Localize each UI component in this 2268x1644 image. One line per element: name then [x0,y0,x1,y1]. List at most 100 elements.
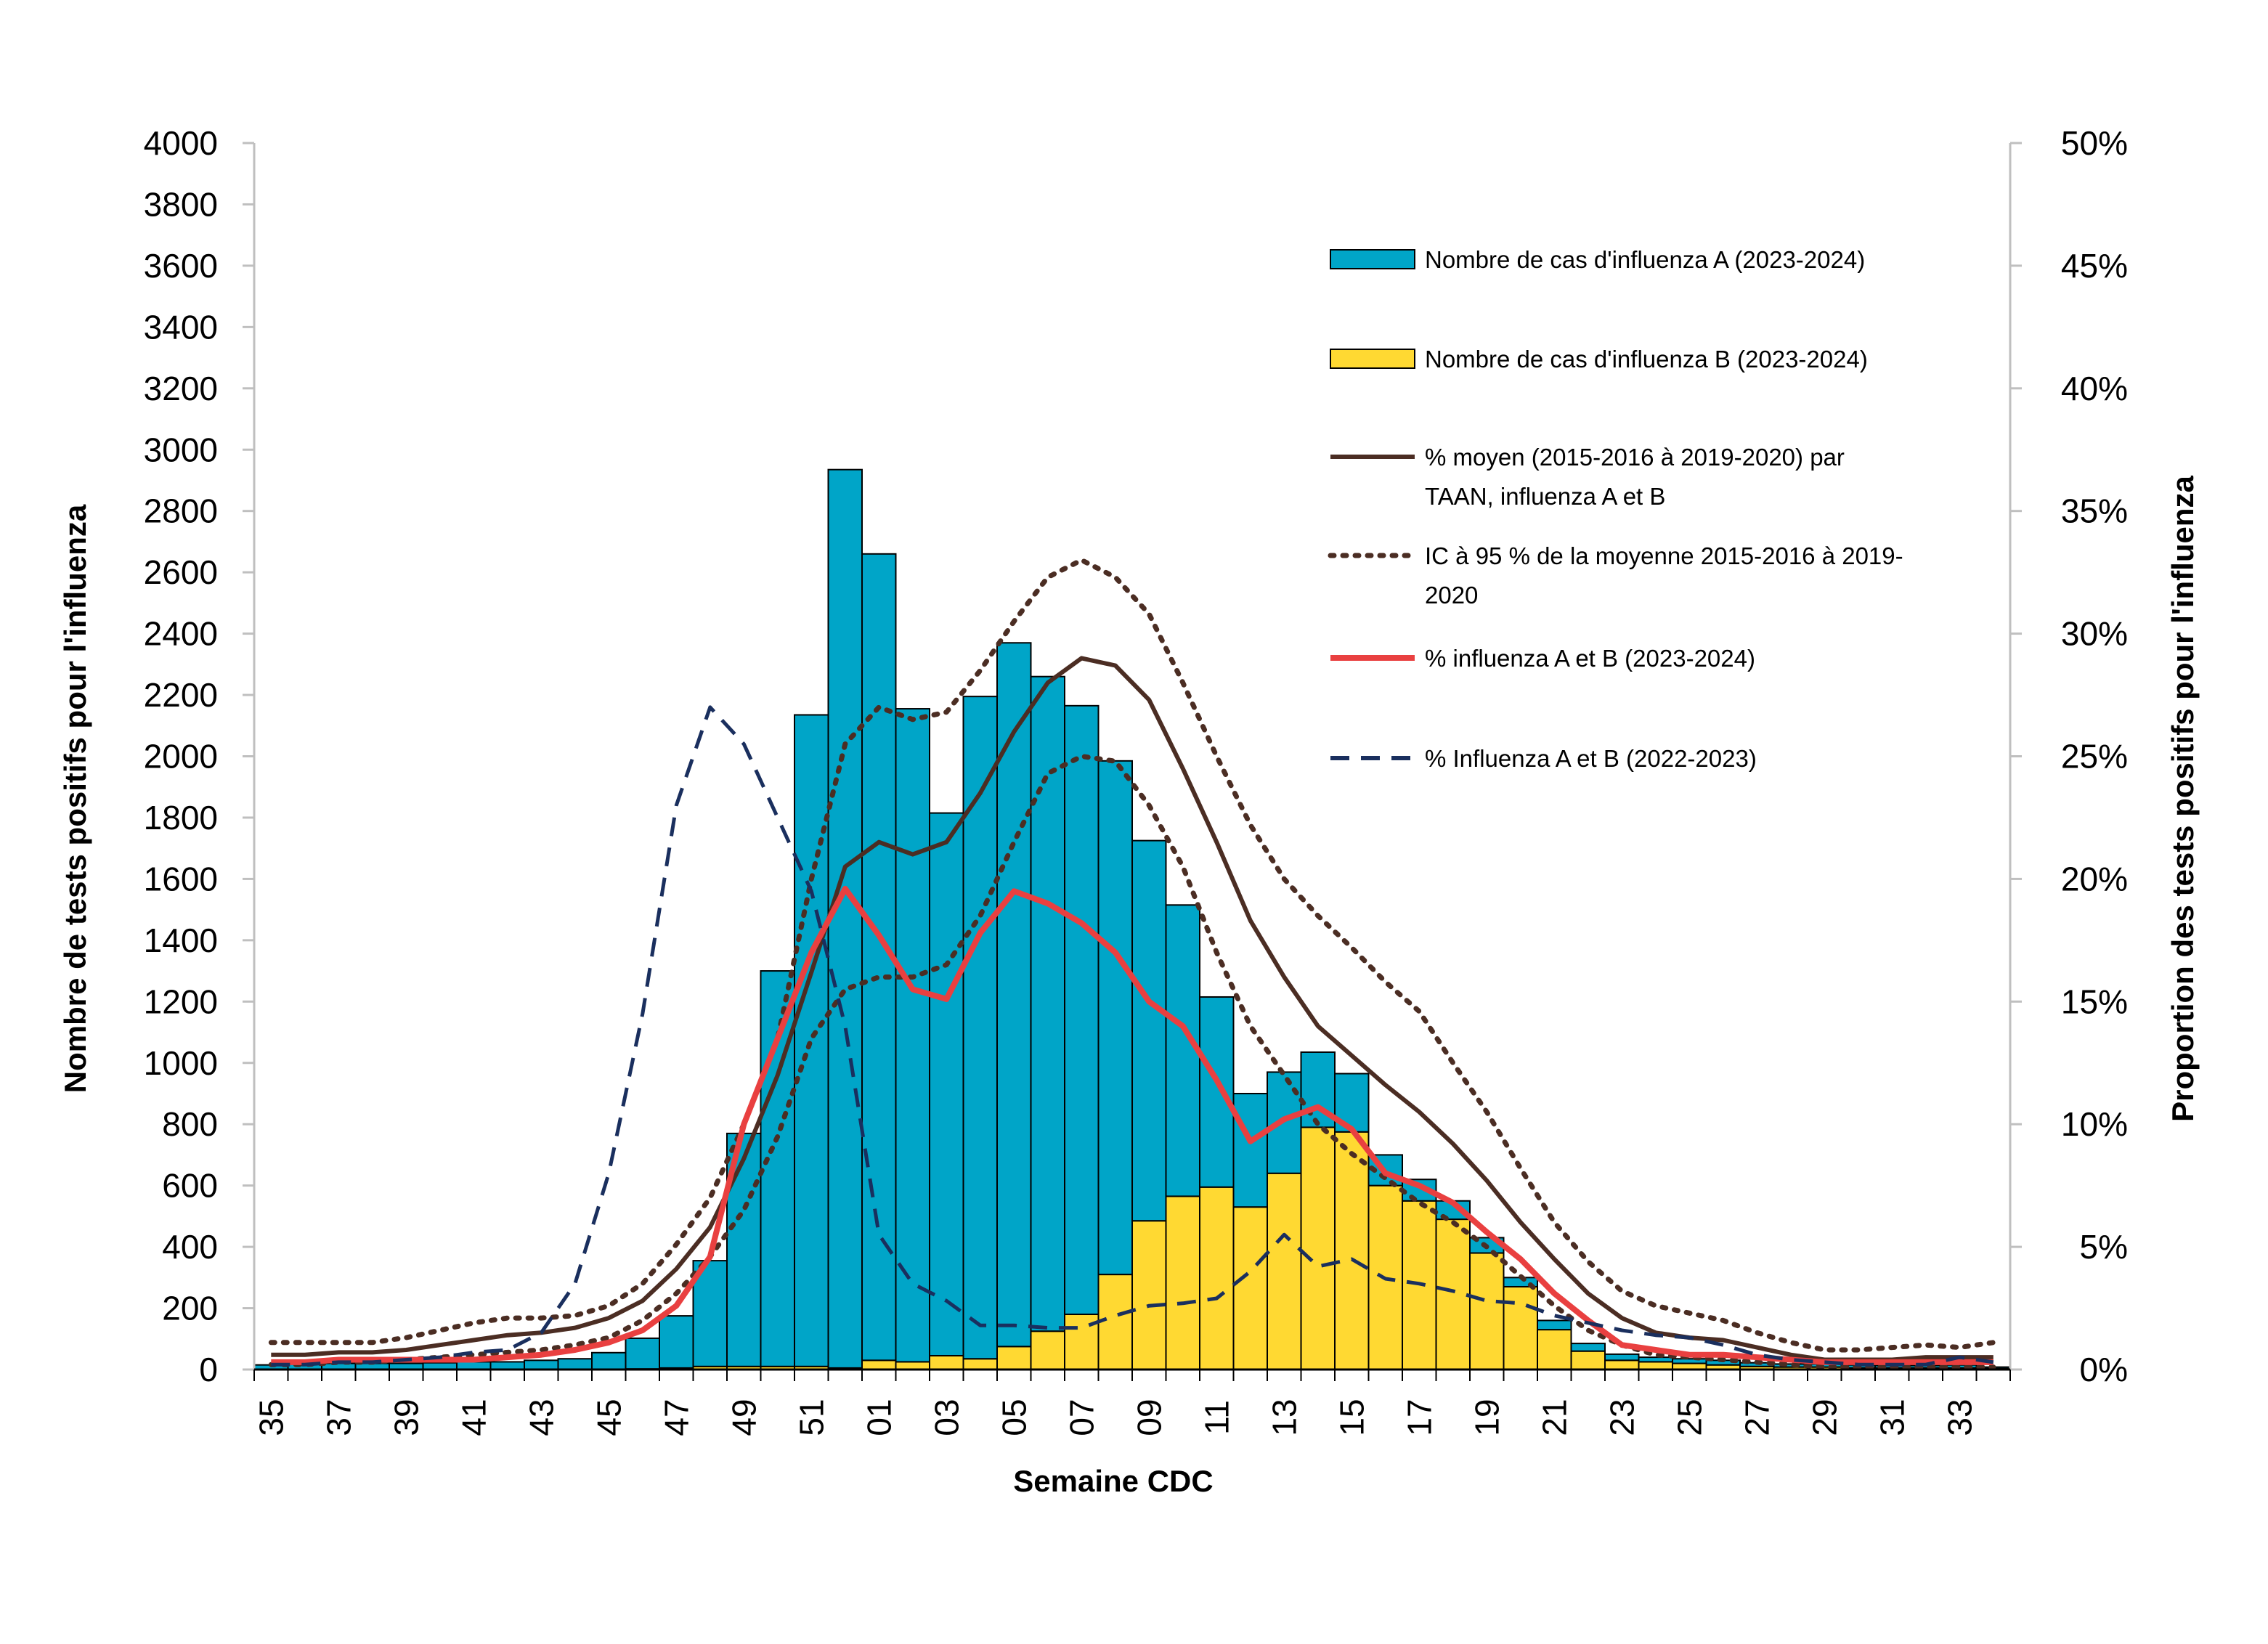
y2-tick-label: 0% [2080,1351,2128,1388]
bar-influenza-b-week-21 [1537,1329,1572,1371]
bar-influenza-b-week-08 [1097,1274,1133,1371]
y-tick-label: 1400 [144,921,218,959]
y2-tick-label: 50% [2061,124,2128,162]
bar-influenza-a-week-12 [1232,1092,1268,1208]
bar-influenza-a-week-50 [760,970,795,1367]
y2-tick-label: 35% [2061,492,2128,530]
x-tick-label: 07 [1062,1399,1100,1436]
bar-influenza-a-week-41 [456,1361,492,1370]
bar-influenza-a-week-06 [1030,675,1065,1332]
y2-tick-label: 15% [2061,982,2128,1020]
bar-influenza-b-week-24 [1638,1361,1673,1370]
x-tick-label: 31 [1873,1399,1911,1436]
bar-influenza-a-week-48 [692,1260,728,1367]
bar-influenza-a-week-22 [1570,1343,1606,1352]
bar-influenza-b-week-01 [861,1359,897,1371]
x-tick-label: 43 [522,1399,560,1436]
y-tick-label: 4000 [144,124,218,162]
bar-influenza-b-week-19 [1469,1252,1505,1371]
x-tick-label: 33 [1940,1399,1978,1436]
x-tick-label: 17 [1400,1399,1438,1436]
bar-influenza-b-week-15 [1334,1131,1370,1370]
x-tick-label: 37 [320,1399,357,1436]
x-tick-label: 45 [590,1399,627,1436]
axes-layer: 0 200 400 600 800 1000 1200 1400 1600 1800 2000 220… [144,124,2128,1436]
bar-influenza-a-week-46 [625,1337,660,1370]
bar-influenza-a-week-21 [1537,1319,1572,1331]
bar-influenza-a-week-28 [1773,1363,1808,1368]
line-mean-2015-2020 [271,656,1993,1362]
bar-influenza-b-week-02 [895,1361,930,1370]
bar-influenza-b-week-12 [1232,1206,1268,1371]
y-tick-label: 2200 [144,676,218,714]
bar-influenza-a-week-24 [1638,1356,1673,1363]
bar-influenza-b-week-20 [1503,1285,1538,1371]
bar-influenza-a-week-51 [794,714,829,1367]
y-tick-label: 2600 [144,553,218,591]
legend: Nombre de cas d'influenza A (2023-2024) N… [1328,246,1903,772]
x-tick-label: 09 [1130,1399,1168,1436]
y-tick-label: 3600 [144,247,218,285]
bar-influenza-b-week-23 [1604,1359,1640,1371]
x-tick-label: 21 [1535,1399,1573,1436]
y-tick-label: 3400 [144,308,218,346]
x-tick-label: 03 [927,1399,965,1436]
y-tick-label: 1200 [144,982,218,1020]
y2-tick-label: 25% [2061,738,2128,776]
y-tick-label: 600 [162,1167,218,1205]
line-influenza-2023-2024 [271,885,1993,1365]
y2-axis-title: Proportion des tests positifs pour l'inf… [2166,476,2200,1122]
y-tick-label: 3800 [144,185,218,223]
bar-influenza-b-week-06 [1030,1330,1065,1370]
bar-influenza-a-week-52 [827,468,863,1369]
legend-swatch-0 [1330,249,1415,269]
x-tick-label: 13 [1265,1399,1303,1436]
y-tick-label: 3200 [144,370,218,407]
lines-layer [268,557,1996,1370]
line-influenza-2022-2023 [271,705,1994,1367]
x-tick-label: 35 [252,1399,290,1436]
y2-tick-label: 45% [2061,247,2128,285]
y-tick-label: 2800 [144,492,218,530]
legend-label-4: % influenza A et B (2023-2024) [1425,645,1755,672]
legend-label-3: IC à 95 % de la moyenne 2015-2016 à 2019… [1425,542,1903,569]
bar-influenza-b-week-05 [996,1346,1032,1371]
bar-influenza-b-week-17 [1402,1200,1437,1370]
y-tick-label: 1800 [144,799,218,837]
y-tick-label: 400 [162,1228,218,1266]
legend-swatch-1 [1330,349,1415,369]
y-tick-label: 3000 [144,431,218,468]
x-tick-label: 05 [995,1399,1033,1436]
bar-influenza-a-week-05 [996,642,1032,1348]
legend-label-2-line2: TAAN, influenza A et B [1425,483,1665,510]
x-tick-label: 29 [1805,1399,1843,1436]
x-tick-label: 51 [792,1399,830,1436]
bar-influenza-a-week-47 [659,1315,694,1369]
x-tick-label: 27 [1738,1399,1776,1436]
y-tick-label: 1000 [144,1044,218,1082]
x-tick-label: 01 [860,1399,898,1436]
bar-influenza-a-week-10 [1165,904,1200,1197]
y-tick-label: 800 [162,1105,218,1143]
y2-tick-label: 20% [2061,860,2128,898]
legend-label-5: % Influenza A et B (2022-2023) [1425,745,1757,772]
x-tick-label: 15 [1333,1399,1370,1436]
legend-label-0: Nombre de cas d'influenza A (2023-2024) [1425,246,1865,273]
legend-label-3-line2: 2020 [1425,582,1478,609]
bar-influenza-a-week-44 [557,1358,593,1370]
legend-label-1: Nombre de cas d'influenza B (2023-2024) [1425,346,1868,373]
y2-tick-label: 10% [2061,1105,2128,1143]
x-tick-label: 39 [387,1399,425,1436]
x-tick-label: 49 [725,1399,763,1436]
bar-influenza-b-week-18 [1435,1218,1471,1371]
bar-influenza-b-week-09 [1131,1220,1167,1370]
bar-influenza-a-week-08 [1097,760,1133,1276]
bar-influenza-a-week-09 [1131,839,1167,1222]
x-tick-label: 25 [1670,1399,1708,1436]
x-tick-label: 11 [1198,1400,1235,1435]
bar-influenza-a-week-42 [489,1361,525,1370]
bar-influenza-b-week-13 [1267,1172,1302,1370]
line-ci95-lower [268,754,1996,1370]
